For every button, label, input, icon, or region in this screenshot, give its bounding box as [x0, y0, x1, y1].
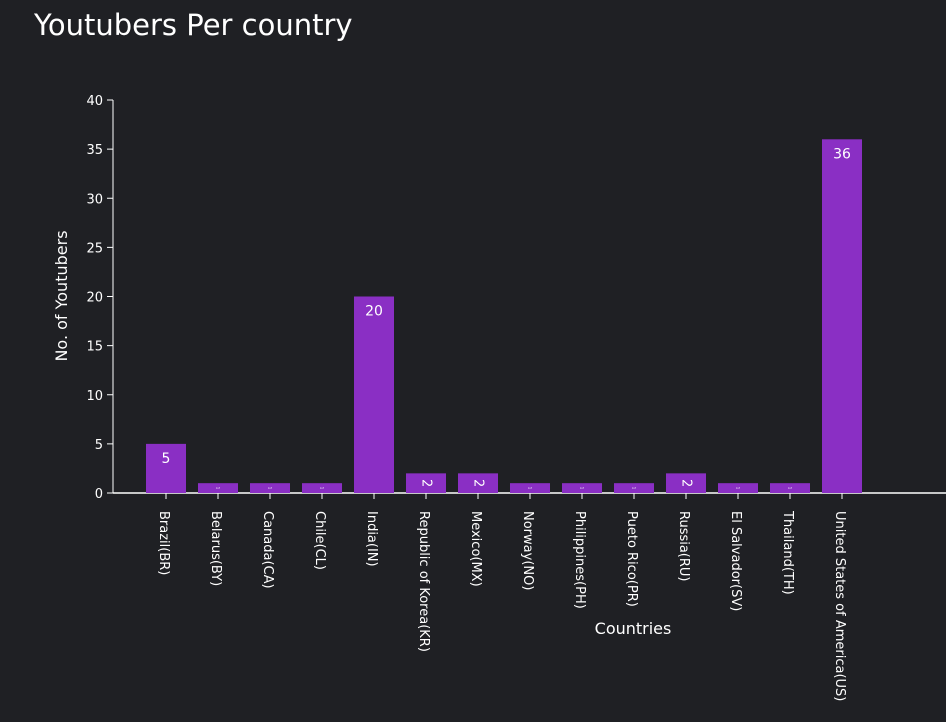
y-tick-label: 5	[95, 438, 103, 453]
bar	[718, 483, 758, 493]
x-tick-label: United States of America(US)	[832, 511, 847, 701]
bar	[146, 443, 186, 493]
bar	[198, 483, 238, 493]
bar-value-label: 2	[471, 479, 486, 487]
bar	[614, 483, 654, 493]
bar	[406, 473, 446, 493]
bar-value-label: 1	[320, 487, 325, 490]
bars: 5 1 1 1 20 2 2 1 1 1 2 1 1 36	[146, 139, 862, 494]
y-axis: 0 5 10 15 20 25 30 35 40	[86, 94, 114, 502]
y-tick-label: 20	[86, 291, 103, 306]
x-tick-label: Russia(RU)	[676, 511, 691, 582]
y-tick-label: 35	[86, 143, 103, 158]
bar	[822, 139, 862, 494]
x-tick-label: Brazil(BR)	[156, 511, 171, 575]
x-axis-title: Countries	[595, 619, 672, 638]
x-tick-label: Belarus(BY)	[208, 511, 223, 586]
bar-value-label: 2	[419, 479, 434, 487]
y-tick-label: 40	[86, 94, 103, 109]
bar	[666, 473, 706, 493]
bar-value-label: 1	[736, 487, 741, 490]
x-axis: Brazil(BR) Belarus(BY) Canada(CA) Chile(CL)…	[113, 492, 946, 701]
bar	[250, 483, 290, 493]
y-tick-label: 10	[86, 389, 103, 404]
x-tick-label: Philippines(PH)	[572, 511, 587, 609]
bar-value-label: 1	[788, 487, 793, 490]
x-tick-label: El Salvador(SV)	[728, 511, 743, 611]
y-axis-title: No. of Youtubers	[52, 230, 71, 361]
bar-value-label: 1	[632, 487, 637, 490]
y-tick-label: 15	[86, 340, 103, 355]
y-tick-label: 25	[86, 241, 103, 256]
bar	[510, 483, 550, 493]
y-tick-label: 0	[95, 487, 103, 502]
bar	[770, 483, 810, 493]
bar-value-label: 1	[528, 487, 533, 490]
x-tick-label: Canada(CA)	[260, 511, 275, 589]
chart-title: Youtubers Per country	[34, 8, 353, 42]
x-tick-label: Chile(CL)	[312, 511, 327, 570]
x-tick-label: Pueto Rico(PR)	[624, 511, 639, 607]
x-tick-label: Norway(NO)	[520, 511, 535, 590]
bar	[354, 296, 394, 493]
bar	[458, 473, 498, 493]
bar-value-label: 1	[580, 487, 585, 490]
x-tick-label: Mexico(MX)	[468, 511, 483, 587]
bar	[562, 483, 602, 493]
bar-value-label: 1	[268, 487, 273, 490]
bar-value-label: 36	[833, 146, 851, 162]
bar-value-label: 2	[679, 479, 694, 487]
x-tick-label: Republic of Korea(KR)	[416, 511, 431, 652]
bar	[302, 483, 342, 493]
x-tick-label: India(IN)	[364, 511, 379, 567]
bar-value-label: 1	[216, 487, 221, 490]
bar-value-label: 5	[162, 451, 171, 467]
x-tick-label: Thailand(TH)	[780, 510, 795, 595]
bar-value-label: 20	[365, 304, 383, 320]
y-tick-label: 30	[86, 192, 103, 207]
